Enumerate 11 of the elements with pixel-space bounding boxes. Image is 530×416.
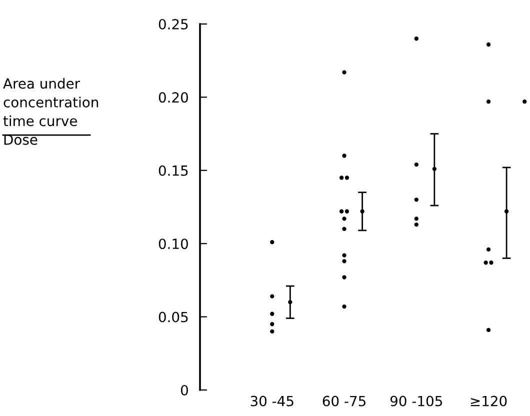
x-tick-label: 90 -105 xyxy=(390,396,442,406)
x-tick-label: ≥120 xyxy=(470,396,507,406)
x-tick-label: 60 -75 xyxy=(322,396,366,406)
y-tick-label: 0.10 xyxy=(158,238,188,250)
y-axis-title: Area under concentration time curve Dose xyxy=(3,78,98,145)
y-tick-label: 0.20 xyxy=(158,92,188,103)
y-tick-label: 0.25 xyxy=(158,18,188,30)
y-tick-label: 0.05 xyxy=(158,312,188,322)
y-tick-label: 0.15 xyxy=(158,165,188,176)
y-tick-label: 0 xyxy=(180,384,188,396)
x-tick-label: 30 -45 xyxy=(250,396,294,406)
